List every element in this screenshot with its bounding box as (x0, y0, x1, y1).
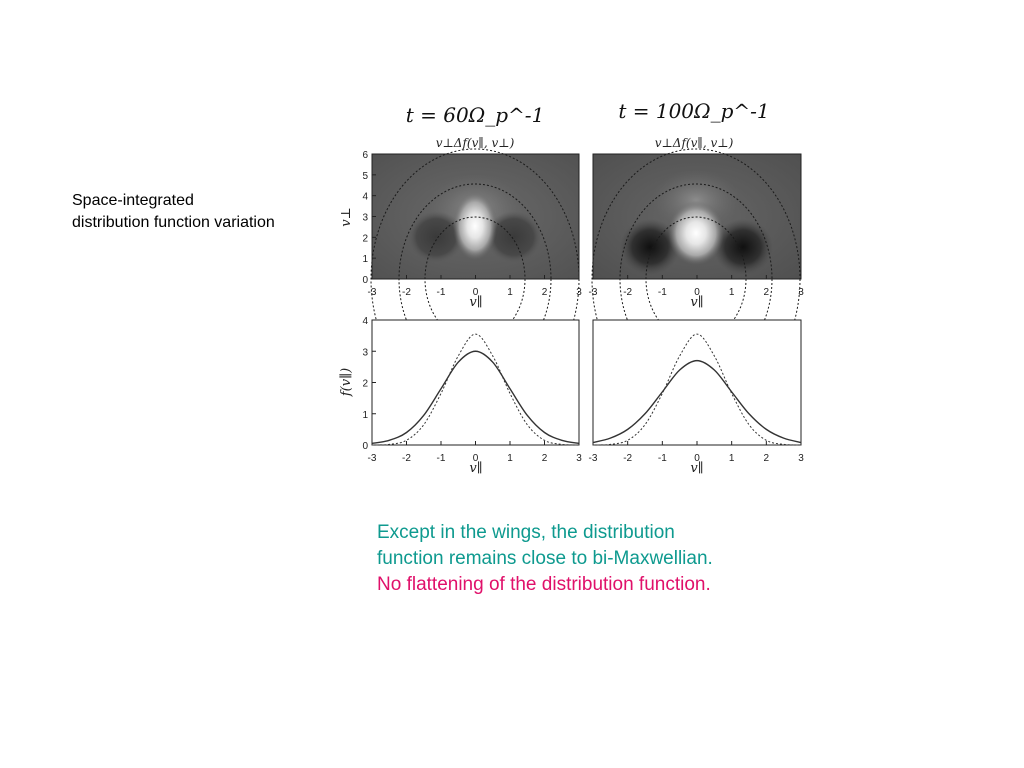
heatmap-left-ytick-label: 0 (362, 275, 368, 286)
lineplot-left-ytick-label: 4 (362, 316, 368, 327)
heatmap-left (370, 148, 580, 410)
panel-title-left: v⊥Δf(v∥, v⊥) (436, 136, 515, 150)
lineplot-right-xtick-label: -1 (658, 453, 667, 464)
heatmap-left-dark-lobe-right (486, 211, 542, 263)
lineplot-left-dotted-curve (371, 333, 580, 446)
heatmap-left-xtick-label: 3 (576, 287, 582, 298)
caption-line-2: function remains close to bi-Maxwellian. (377, 548, 713, 569)
curve-layer (371, 333, 802, 446)
lineplot-left-xtick-label: 2 (542, 453, 548, 464)
heatmap-left-peak (453, 192, 497, 260)
lineplot-left-ytick-label: 2 (362, 379, 368, 390)
heatmap-left-xtick-label: 0 (473, 287, 479, 298)
heatmap-right-dark-lobe-right (713, 219, 773, 275)
side-label-line-2: distribution function variation (72, 214, 275, 231)
side-label-line-1: Space-integrated (72, 192, 194, 209)
lineplot-right-dotted-curve (592, 333, 802, 446)
heatmap-left-xtick-label: 1 (507, 287, 513, 298)
lineplot-left-ytick-label: 3 (362, 347, 368, 358)
heatmap-left-xtick-label: -1 (437, 287, 446, 298)
lineplot-left-ylabel: f(v∥) (339, 368, 354, 397)
lineplot-right-xlabel: v∥ (690, 461, 703, 476)
heatmap-right-xtick-label: 1 (729, 287, 735, 298)
heatmap-left-ytick-label: 6 (362, 150, 368, 161)
caption-line-3: No flattening of the distribution functi… (377, 574, 711, 595)
lineplot-right-solid-curve (592, 359, 802, 444)
heatmap-left-ytick-label: 4 (362, 192, 368, 203)
heatmap-left-ytick-label: 3 (362, 213, 368, 224)
heatmap-left-ylabel: v⊥ (339, 207, 354, 227)
lineplot-left-xlabel: v∥ (469, 461, 482, 476)
lineplot-right-xtick-label: 0 (694, 453, 700, 464)
heatmap-right-peak (668, 201, 724, 265)
heatmap-left-xtick-label: -3 (368, 287, 377, 298)
lineplot-left-xtick-label: -2 (402, 453, 411, 464)
heatmap-left-dark-lobe-left (408, 211, 464, 263)
heatmap-right-xtick-label: -3 (589, 287, 598, 298)
heatmap-right-xtick-label: 0 (694, 287, 700, 298)
heatmap-left-ytick-label: 2 (362, 233, 368, 244)
lineplot-left-ytick-label: 0 (362, 441, 368, 452)
heatmap-left-ytick-label: 5 (362, 171, 368, 182)
lineplot-right-xtick-label: -2 (623, 453, 632, 464)
lineplot-left-xtick-label: -1 (437, 453, 446, 464)
lineplot-left-xtick-label: 1 (507, 453, 513, 464)
tick-layer: -3 -2 -1 0 1 2 3 0 1 2 3 4 5 6 -3 -2 -1 0 1 2 3 -3 -2 -1 0 1 2 3 0 1 2… (362, 150, 804, 464)
lineplot-left-ytick-label: 1 (362, 410, 368, 421)
lineplot-left-frame (371, 319, 580, 446)
lineplot-left-solid-curve (371, 350, 580, 445)
side-label: Space-integrated distribution function v… (72, 190, 275, 234)
heatmap-left-xtick-label: 2 (542, 287, 548, 298)
lineplot-left-xtick-label: -3 (368, 453, 377, 464)
heatmap-right-xtick-label: -1 (658, 287, 667, 298)
heatmap-right-xtick-label: 2 (764, 287, 770, 298)
heatmap-right-xtick-label: -2 (623, 287, 632, 298)
heatmap-right-xtick-label: 3 (798, 287, 804, 298)
lineplot-right-frame (592, 319, 802, 446)
caption-line-1: Except in the wings, the distribution (377, 522, 675, 543)
lineplot-right-xtick-label: -3 (589, 453, 598, 464)
heatmap-right-dark-lobe-left (620, 219, 680, 275)
time-label-left: t = 60Ω_p^-1 (406, 103, 545, 127)
heatmap-left-xlabel: v∥ (469, 295, 482, 310)
heatmap-right-xlabel: v∥ (690, 295, 703, 310)
lineplot-right-xtick-label: 1 (729, 453, 735, 464)
heatmap-left-xtick-label: -2 (402, 287, 411, 298)
heatmap-left-ytick-label: 1 (362, 254, 368, 265)
caption: Except in the wings, the distribution fu… (377, 520, 713, 598)
heatmap-right (591, 148, 802, 410)
panel-title-right: v⊥Δf(v∥, v⊥) (655, 136, 734, 150)
lineplot-left-xtick-label: 0 (473, 453, 479, 464)
lineplot-right-xtick-label: 2 (764, 453, 770, 464)
lineplot-right-xtick-label: 3 (798, 453, 804, 464)
time-label-right: t = 100Ω_p^-1 (618, 99, 769, 123)
lineplot-left-xtick-label: 3 (576, 453, 582, 464)
